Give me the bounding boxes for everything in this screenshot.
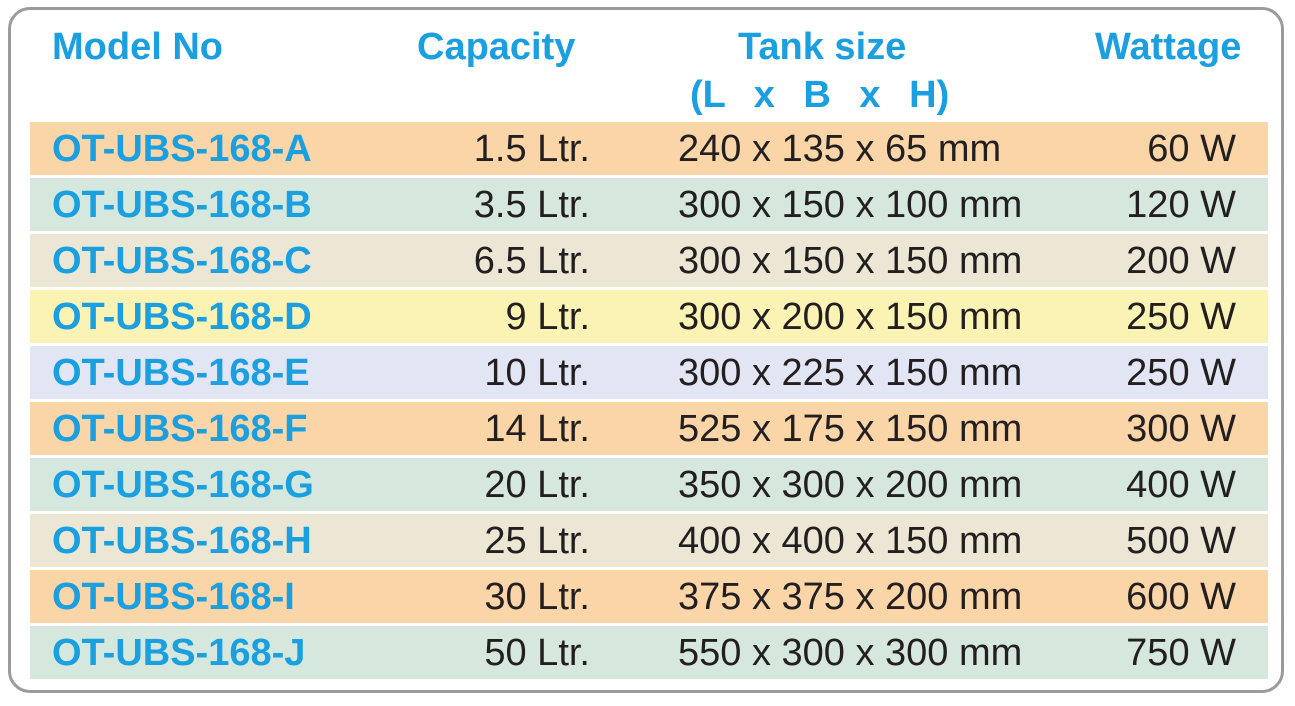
- tank-size-cell: 300 x 150 x 150 mm: [678, 240, 1023, 282]
- table-row: OT-UBS-168-F 14 Ltr. 525 x 175 x 150 mm …: [30, 402, 1268, 455]
- table-row: OT-UBS-168-D 9 Ltr. 300 x 200 x 150 mm 2…: [30, 290, 1268, 343]
- table-row: OT-UBS-168-B 3.5 Ltr. 300 x 150 x 100 mm…: [30, 178, 1268, 231]
- capacity-cell: 20 Ltr.: [484, 464, 590, 506]
- capacity-cell: 30 Ltr.: [484, 576, 590, 618]
- table-row: OT-UBS-168-G 20 Ltr. 350 x 300 x 200 mm …: [30, 458, 1268, 511]
- wattage-cell: 60 W: [1147, 128, 1236, 170]
- tank-size-cell: 300 x 150 x 100 mm: [678, 184, 1023, 226]
- capacity-cell: 6.5 Ltr.: [473, 240, 590, 282]
- wattage-cell: 120 W: [1126, 184, 1236, 226]
- tank-size-cell: 300 x 200 x 150 mm: [678, 296, 1023, 338]
- tank-size-cell: 525 x 175 x 150 mm: [678, 408, 1023, 450]
- table-row: OT-UBS-168-H 25 Ltr. 400 x 400 x 150 mm …: [30, 514, 1268, 567]
- table-header: Model No Capacity Tank size (L x B x H) …: [0, 0, 1295, 120]
- wattage-cell: 250 W: [1126, 296, 1236, 338]
- capacity-cell: 14 Ltr.: [484, 408, 590, 450]
- model-cell: OT-UBS-168-A: [52, 128, 312, 170]
- table-row: OT-UBS-168-J 50 Ltr. 550 x 300 x 300 mm …: [30, 626, 1268, 679]
- header-tank-size-dimensions: (L x B x H): [690, 74, 950, 116]
- table-row: OT-UBS-168-A 1.5 Ltr. 240 x 135 x 65 mm …: [30, 122, 1268, 175]
- header-capacity: Capacity: [417, 26, 576, 68]
- model-cell: OT-UBS-168-D: [52, 296, 312, 338]
- model-cell: OT-UBS-168-E: [52, 352, 310, 394]
- tank-size-cell: 375 x 375 x 200 mm: [678, 576, 1023, 618]
- tank-size-cell: 300 x 225 x 150 mm: [678, 352, 1023, 394]
- capacity-cell: 10 Ltr.: [484, 352, 590, 394]
- wattage-cell: 750 W: [1126, 632, 1236, 674]
- capacity-cell: 25 Ltr.: [484, 520, 590, 562]
- table-row: OT-UBS-168-E 10 Ltr. 300 x 225 x 150 mm …: [30, 346, 1268, 399]
- model-cell: OT-UBS-168-J: [52, 632, 306, 674]
- tank-size-cell: 240 x 135 x 65 mm: [678, 128, 1002, 170]
- table-row: OT-UBS-168-I 30 Ltr. 375 x 375 x 200 mm …: [30, 570, 1268, 623]
- capacity-cell: 9 Ltr.: [505, 296, 591, 338]
- header-model-no: Model No: [52, 26, 223, 68]
- wattage-cell: 250 W: [1126, 352, 1236, 394]
- tank-size-cell: 550 x 300 x 300 mm: [678, 632, 1023, 674]
- header-wattage: Wattage: [1095, 26, 1242, 68]
- wattage-cell: 500 W: [1126, 520, 1236, 562]
- table-row: OT-UBS-168-C 6.5 Ltr. 300 x 150 x 150 mm…: [30, 234, 1268, 287]
- wattage-cell: 400 W: [1126, 464, 1236, 506]
- header-tank-size: Tank size: [738, 26, 907, 68]
- model-cell: OT-UBS-168-B: [52, 184, 312, 226]
- model-cell: OT-UBS-168-C: [52, 240, 312, 282]
- wattage-cell: 300 W: [1126, 408, 1236, 450]
- model-cell: OT-UBS-168-H: [52, 520, 312, 562]
- wattage-cell: 200 W: [1126, 240, 1236, 282]
- capacity-cell: 3.5 Ltr.: [473, 184, 590, 226]
- table-body: OT-UBS-168-A 1.5 Ltr. 240 x 135 x 65 mm …: [30, 122, 1268, 682]
- capacity-cell: 1.5 Ltr.: [473, 128, 590, 170]
- tank-size-cell: 400 x 400 x 150 mm: [678, 520, 1023, 562]
- tank-size-cell: 350 x 300 x 200 mm: [678, 464, 1023, 506]
- capacity-cell: 50 Ltr.: [484, 632, 590, 674]
- model-cell: OT-UBS-168-I: [52, 576, 295, 618]
- wattage-cell: 600 W: [1126, 576, 1236, 618]
- model-cell: OT-UBS-168-G: [52, 464, 314, 506]
- model-cell: OT-UBS-168-F: [52, 408, 308, 450]
